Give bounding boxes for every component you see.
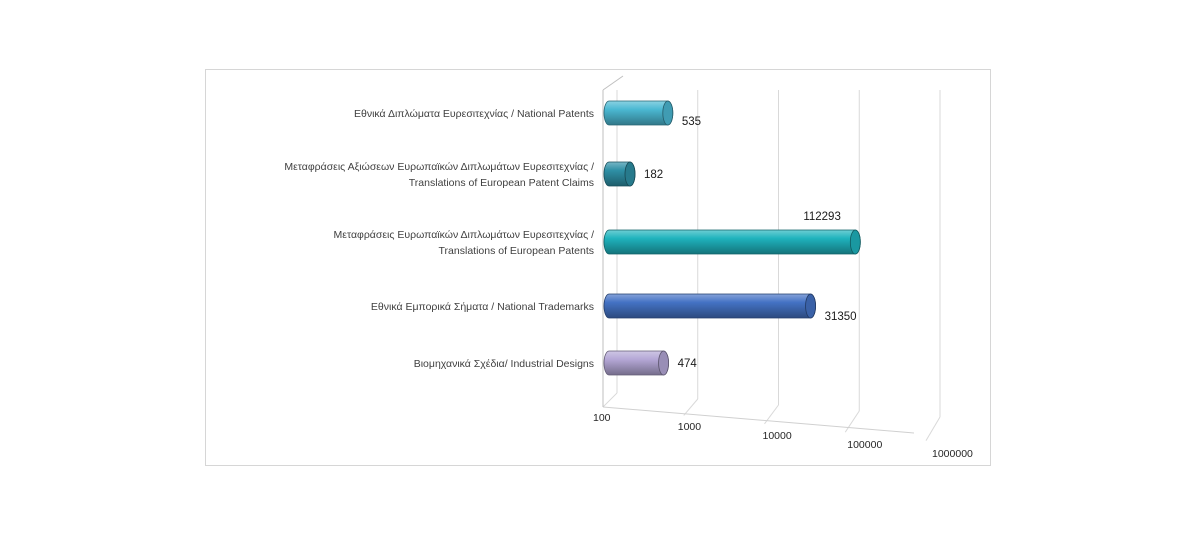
- grid-layer: [602, 75, 941, 441]
- axis-tick-labels: 100 1000 10000 100000 1000000: [593, 412, 973, 460]
- bar-chart: Εθνικά Διπλώματα Ευρεσιτεχνίας / Nationa…: [284, 75, 973, 460]
- tick-label-1000: 1000: [678, 421, 702, 433]
- tick-label-10000: 10000: [763, 430, 792, 442]
- floor-edge: [602, 406, 915, 434]
- category-label: Βιομηχανικά Σχέδια/ Industrial Designs: [414, 358, 594, 370]
- data-label: 182: [644, 169, 663, 181]
- bar: [603, 293, 816, 319]
- bar: [603, 229, 861, 255]
- gridline-1000000: [925, 90, 941, 441]
- gridline-10000: [764, 90, 779, 425]
- data-label: 31350: [825, 311, 857, 323]
- gridline-100000: [844, 90, 860, 433]
- category-labels: Εθνικά Διπλώματα Ευρεσιτεχνίας / Nationa…: [284, 108, 594, 370]
- data-label: 535: [682, 116, 701, 128]
- bar: [603, 100, 674, 126]
- bar: [603, 161, 636, 187]
- data-label: 112293: [803, 211, 841, 223]
- chart-frame: Εθνικά Διπλώματα Ευρεσιτεχνίας / Nationa…: [205, 69, 991, 466]
- value-labels: 535 182 112293 31350 474: [644, 116, 857, 370]
- tick-label-100000: 100000: [847, 439, 882, 451]
- bar: [603, 350, 669, 376]
- data-label: 474: [678, 358, 698, 370]
- category-label: Εθνικά Εμπορικά Σήματα / National Tradem…: [371, 301, 594, 313]
- category-label: Εθνικά Διπλώματα Ευρεσιτεχνίας / Nationa…: [354, 108, 594, 120]
- wall-top-edge: [602, 75, 624, 91]
- category-label: Μεταφράσεις Ευρωπαϊκών Διπλωμάτων Ευρεσι…: [334, 229, 595, 257]
- tick-label-1000000: 1000000: [932, 448, 973, 460]
- tick-label-100: 100: [593, 412, 611, 424]
- category-label: Μεταφράσεις Αξιώσεων Ευρωπαϊκών Διπλωμάτ…: [284, 161, 594, 189]
- bars: [603, 100, 861, 376]
